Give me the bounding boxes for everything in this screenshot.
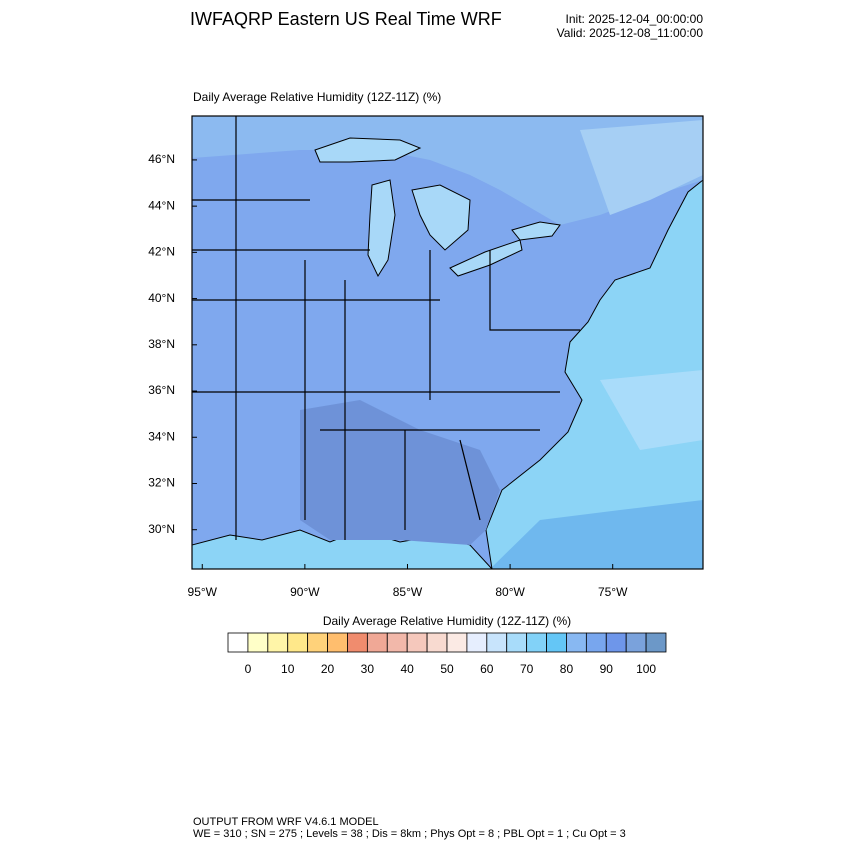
- y-tick-label: 30°N: [148, 522, 175, 536]
- colorbar-box: [645, 632, 667, 653]
- colorbar-box: [506, 632, 528, 653]
- colorbar-box: [347, 632, 368, 653]
- y-tick-label: 38°N: [148, 337, 175, 351]
- colorbar-box: [247, 632, 269, 653]
- y-tick-label: 42°N: [148, 245, 175, 259]
- x-tick-label: 90°W: [290, 585, 320, 599]
- colorbar-box: [625, 632, 647, 653]
- init-time: Init: 2025-12-04_00:00:00: [566, 12, 704, 26]
- colorbar-label: 30: [361, 662, 375, 676]
- x-tick-label: 80°W: [495, 585, 525, 599]
- colorbar-box: [327, 632, 348, 653]
- colorbar-box: [466, 632, 488, 653]
- subtitle: Daily Average Relative Humidity (12Z-11Z…: [193, 90, 441, 104]
- footer-line: OUTPUT FROM WRF V4.6.1 MODEL: [193, 816, 379, 828]
- colorbar-label: 100: [636, 662, 656, 676]
- colorbar-box: [605, 632, 627, 653]
- lake-erie: [449, 239, 523, 277]
- colorbar-box: [585, 632, 607, 653]
- colorbar-box: [267, 632, 289, 653]
- colorbar-label: 0: [245, 662, 252, 676]
- colorbar-label: 40: [401, 662, 415, 676]
- canada-field: [580, 120, 703, 215]
- colorbar-label: 50: [440, 662, 454, 676]
- y-tick-label: 46°N: [148, 152, 175, 166]
- x-tick-label: 85°W: [393, 585, 423, 599]
- lake-superior: [314, 137, 422, 163]
- colorbar-box: [386, 632, 408, 653]
- lake-huron: [411, 184, 471, 251]
- ocean-field: [600, 370, 703, 450]
- title: IWFAQRP Eastern US Real Time WRF: [190, 9, 502, 29]
- y-tick-label: 40°N: [148, 291, 175, 305]
- colorbar-label: 70: [520, 662, 534, 676]
- colorbar-box: [546, 632, 567, 653]
- colorbar-label: 90: [600, 662, 614, 676]
- lake-ontario: [511, 221, 561, 241]
- colorbar-box: [526, 632, 547, 653]
- y-tick-label: 36°N: [148, 383, 175, 397]
- map: 46°N 44°N 42°N 40°N 38°N 36°N 34°N 32°N 30°N 95°W…: [148, 115, 704, 599]
- y-tick-label: 34°N: [148, 429, 175, 443]
- colorbar-box: [287, 632, 309, 653]
- colorbar-title: Daily Average Relative Humidity (12Z-11Z…: [323, 614, 571, 628]
- colorbar-box: [227, 632, 249, 653]
- valid-time: Valid: 2025-12-08_11:00:00: [557, 26, 704, 40]
- colorbar-box: [307, 632, 328, 653]
- colorbar-label: 10: [281, 662, 295, 676]
- colorbar-box: [406, 632, 428, 653]
- land-field: [300, 400, 500, 545]
- colorbar-label: 80: [560, 662, 574, 676]
- colorbar-box: [486, 632, 508, 653]
- y-tick-label: 32°N: [148, 476, 175, 490]
- lake-michigan: [367, 179, 396, 278]
- x-tick-label: 75°W: [598, 585, 628, 599]
- colorbar-box: [566, 632, 587, 653]
- state-lines: [192, 116, 580, 540]
- ocean-field: [490, 500, 703, 569]
- colorbar-box: [446, 632, 468, 653]
- x-tick-label: 95°W: [188, 585, 218, 599]
- colorbar-label: 60: [480, 662, 494, 676]
- colorbar: Daily Average Relative Humidity (12Z-11Z…: [227, 614, 667, 676]
- colorbar-label: 20: [321, 662, 335, 676]
- canada: [192, 116, 703, 225]
- map-frame: [191, 115, 704, 570]
- colorbar-box: [366, 632, 388, 653]
- y-tick-label: 44°N: [148, 198, 175, 212]
- footer-line: WE = 310 ; SN = 275 ; Levels = 38 ; Dis …: [193, 828, 626, 840]
- colorbar-box: [426, 632, 448, 653]
